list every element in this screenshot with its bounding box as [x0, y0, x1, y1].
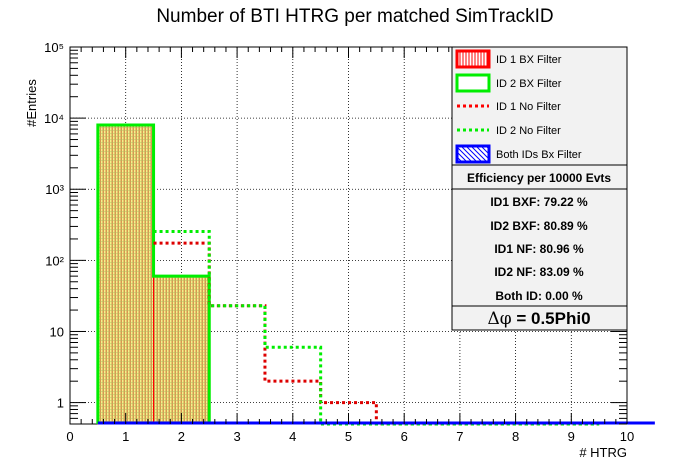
x-tick-label: 0: [66, 429, 73, 444]
x-tick-label: 1: [122, 429, 129, 444]
x-tick-label: 6: [401, 429, 408, 444]
y-tick-label: 1: [57, 396, 64, 411]
x-tick-label: 5: [345, 429, 352, 444]
x-tick-label: 9: [568, 429, 575, 444]
stats-header: Efficiency per 10000 Evts: [467, 171, 611, 185]
y-tick-label: 10: [50, 324, 64, 339]
legend-label: Both IDs Bx Filter: [496, 149, 582, 161]
legend-swatch-id2-bx-filter: [455, 73, 491, 93]
stats-footer-text: = 0.5Phi0: [512, 309, 591, 328]
bar-id1-bx-filter: [153, 275, 210, 425]
stats-line-2: ID2 BXF: 80.89 %: [490, 219, 588, 233]
x-tick-label: 3: [233, 429, 240, 444]
legend-swatch-id1-bx-filter: [455, 49, 491, 69]
line-id2-bx-filter: [96, 123, 211, 424]
legend-label: ID 1 BX Filter: [496, 54, 562, 66]
stats-line-1: ID1 BXF: 79.22 %: [490, 195, 588, 209]
stats-line-4: ID2 NF: 83.09 %: [494, 265, 584, 279]
y-tick-label: 10²: [45, 253, 64, 268]
y-tick-label: 10³: [45, 182, 64, 197]
x-tick-label: 10: [620, 429, 634, 444]
y-tick-label: 10⁵: [44, 40, 64, 55]
y-tick-label: 10⁴: [44, 111, 64, 126]
stats-box-frame: [451, 164, 628, 331]
chart-title: Number of BTI HTRG per matched SimTrackI…: [156, 6, 553, 27]
stats-box: Efficiency per 10000 Evts ID1 BXF: 79.22…: [451, 164, 628, 331]
legend-label: ID 1 No Filter: [496, 101, 561, 113]
legend: ID 1 BX Filter ID 2 BX Filter ID 1 No Filt…: [451, 46, 628, 166]
stats-line-3: ID1 NF: 80.96 %: [494, 242, 584, 256]
delta-phi-symbol: Δφ: [487, 309, 511, 329]
bar-id1-bx-filter: [97, 124, 155, 425]
legend-swatch-both-ids-bx-filter: [455, 144, 491, 164]
x-axis-label: # HTRG: [579, 445, 627, 460]
y-axis-label: #Entries: [24, 79, 39, 127]
x-tick-label: 4: [289, 429, 296, 444]
x-tick-label: 7: [456, 429, 463, 444]
histogram-bars: [96, 123, 655, 426]
x-tick-label: 8: [512, 429, 519, 444]
legend-label: ID 2 No Filter: [496, 125, 561, 137]
stats-footer: Δφ = 0.5Phi0: [487, 309, 590, 329]
x-tick-label: 2: [178, 429, 185, 444]
legend-label: ID 2 BX Filter: [496, 78, 562, 90]
stats-line-5: Both ID: 0.00 %: [495, 289, 583, 303]
